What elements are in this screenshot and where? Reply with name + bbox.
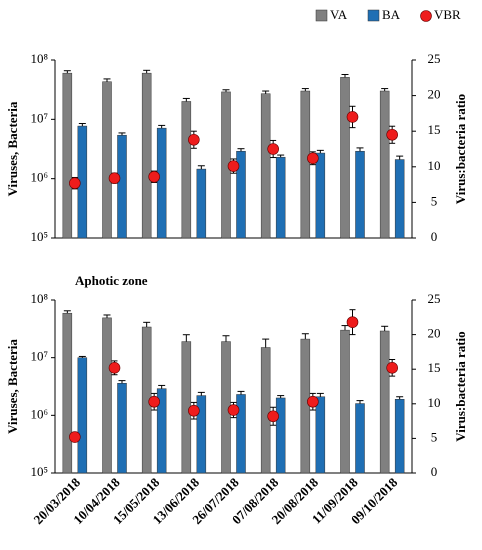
- bar: [275, 156, 286, 239]
- bar: [300, 338, 311, 474]
- y-tick-label: 10⁵: [30, 464, 48, 479]
- bar: [196, 168, 207, 239]
- y-axis-label: Viruses, Bacteria: [5, 101, 20, 196]
- bar: [102, 81, 112, 239]
- y2-axis-label: Virus:bacteria ratio: [453, 94, 468, 204]
- ratio-dot: [346, 111, 359, 123]
- ratio-dot: [69, 431, 81, 443]
- ratio-dot: [108, 362, 121, 374]
- ratio-dot: [188, 404, 200, 417]
- y-tick-label: 10⁸: [30, 51, 48, 66]
- y2-tick-label: 5: [431, 429, 438, 444]
- ratio-dot: [188, 133, 200, 146]
- panel-title: Aphotic zone: [75, 273, 148, 288]
- bar: [156, 127, 167, 239]
- ratio-dot: [307, 152, 319, 165]
- y2-tick-label: 25: [428, 51, 441, 66]
- bar: [394, 159, 405, 239]
- y2-tick-label: 5: [431, 193, 438, 208]
- bar: [77, 357, 88, 474]
- y2-tick-label: 20: [428, 87, 441, 102]
- ratio-dot: [346, 316, 359, 328]
- ratio-dot: [108, 172, 121, 184]
- legend-swatch: [315, 9, 328, 22]
- y-tick-label: 10⁶: [30, 406, 48, 421]
- y2-tick-label: 10: [428, 395, 441, 410]
- bar: [315, 152, 326, 239]
- bar: [275, 397, 286, 474]
- ratio-dot: [148, 395, 160, 408]
- y-tick-label: 10⁷: [30, 349, 48, 364]
- legend-label: VA: [330, 7, 348, 22]
- y-tick-label: 10⁷: [30, 110, 48, 125]
- bar: [117, 383, 127, 474]
- y-tick-label: 10⁵: [30, 229, 48, 244]
- bar: [379, 90, 390, 239]
- bar: [260, 93, 271, 239]
- ratio-dot: [69, 177, 81, 189]
- bar: [315, 396, 326, 474]
- y2-tick-label: 0: [431, 464, 438, 479]
- bar: [379, 330, 390, 474]
- y-tick-label: 10⁸: [30, 291, 48, 306]
- y2-axis-label: Virus:bacteria ratio: [453, 331, 468, 441]
- ratio-dot: [307, 395, 319, 408]
- ratio-dot: [227, 160, 240, 172]
- bar: [102, 317, 112, 474]
- ratio-dot: [386, 128, 398, 141]
- bar: [300, 90, 311, 239]
- legend-label: BA: [382, 7, 401, 22]
- bar: [340, 77, 350, 239]
- y-axis-label: Viruses, Bacteria: [5, 339, 20, 434]
- y2-tick-label: 15: [428, 360, 441, 375]
- bar: [62, 72, 73, 239]
- y2-tick-label: 0: [431, 229, 438, 244]
- bar: [117, 134, 127, 239]
- legend-swatch: [420, 10, 432, 22]
- bar: [141, 72, 152, 239]
- y2-tick-label: 25: [428, 291, 441, 306]
- ratio-dot: [148, 170, 160, 183]
- bar: [181, 101, 192, 239]
- y2-tick-label: 10: [428, 158, 441, 173]
- bar: [355, 403, 365, 474]
- ratio-dot: [267, 143, 279, 155]
- bar: [355, 150, 365, 239]
- bar: [394, 399, 405, 474]
- legend-swatch: [367, 9, 380, 22]
- ratio-dot: [386, 362, 398, 374]
- legend-label: VBR: [434, 7, 461, 22]
- y2-tick-label: 20: [428, 326, 441, 341]
- bar: [340, 329, 350, 474]
- y-tick-label: 10⁶: [30, 170, 48, 185]
- bar: [62, 312, 73, 474]
- ratio-dot: [267, 410, 279, 423]
- y2-tick-label: 15: [428, 122, 441, 137]
- bar: [260, 347, 271, 474]
- ratio-dot: [227, 404, 240, 416]
